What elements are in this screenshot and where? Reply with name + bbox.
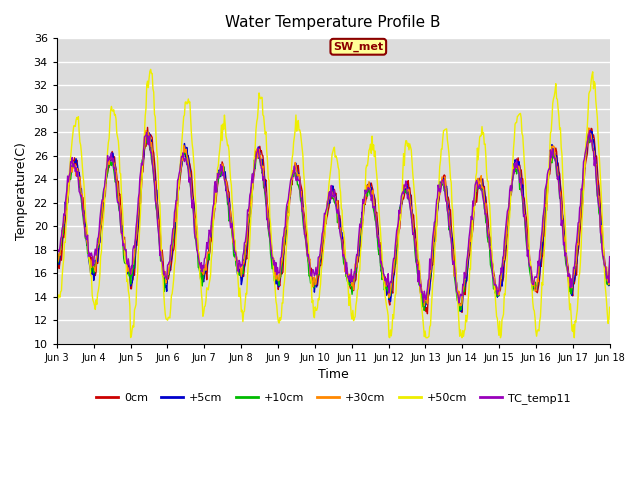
0cm [417,286,425,291]
+50cm [418,307,426,313]
Line: +10cm: +10cm [57,136,610,311]
+10cm [120,255,127,261]
0cm [120,239,127,245]
+10cm [206,242,214,248]
+5cm [458,309,465,314]
+5cm [176,173,184,179]
TC_temp11 [401,182,408,188]
Line: +50cm: +50cm [57,70,610,338]
+30cm [456,303,463,309]
TC_temp11 [176,168,184,173]
0cm [424,311,431,317]
+5cm [417,287,424,292]
+50cm [402,138,410,144]
+30cm [401,185,408,191]
TC_temp11 [417,282,424,288]
Line: +5cm: +5cm [57,131,610,312]
0cm [53,268,61,274]
Y-axis label: Temperature(C): Temperature(C) [15,142,28,240]
+5cm [587,128,595,133]
0cm [401,187,409,193]
TC_temp11 [606,254,614,260]
TC_temp11 [120,240,127,246]
+10cm [145,133,152,139]
+5cm [205,245,213,251]
TC_temp11 [63,187,70,193]
+10cm [177,161,184,167]
TC_temp11 [455,300,463,306]
Line: 0cm: 0cm [57,127,610,314]
+30cm [176,167,184,172]
TC_temp11 [53,256,61,262]
+5cm [401,189,408,194]
+30cm [606,263,614,268]
TC_temp11 [205,227,213,233]
+5cm [63,198,70,204]
+5cm [120,243,127,249]
+50cm [63,215,70,221]
Legend: 0cm, +5cm, +10cm, +30cm, +50cm, TC_temp11: 0cm, +5cm, +10cm, +30cm, +50cm, TC_temp1… [92,389,575,408]
+30cm [205,250,213,256]
+50cm [53,288,61,293]
+30cm [53,264,61,270]
+5cm [53,261,61,266]
0cm [206,249,214,254]
Line: TC_temp11: TC_temp11 [57,131,610,303]
+10cm [63,196,70,202]
Text: SW_met: SW_met [333,42,383,52]
TC_temp11 [586,128,593,133]
Title: Water Temperature Profile B: Water Temperature Profile B [225,15,441,30]
0cm [144,124,152,130]
+30cm [120,238,127,244]
+50cm [206,277,214,283]
0cm [177,171,184,177]
+5cm [606,266,614,272]
+50cm [386,335,394,341]
+30cm [417,291,424,297]
0cm [606,264,614,270]
X-axis label: Time: Time [318,368,349,381]
+50cm [147,67,154,72]
+10cm [53,268,61,274]
0cm [63,207,70,213]
+50cm [120,237,127,243]
+10cm [456,308,463,314]
Line: +30cm: +30cm [57,128,610,306]
+50cm [606,304,614,310]
+30cm [63,196,70,202]
+10cm [606,260,614,265]
+10cm [401,190,409,195]
+30cm [585,125,593,131]
+10cm [417,290,425,296]
+50cm [177,156,184,162]
